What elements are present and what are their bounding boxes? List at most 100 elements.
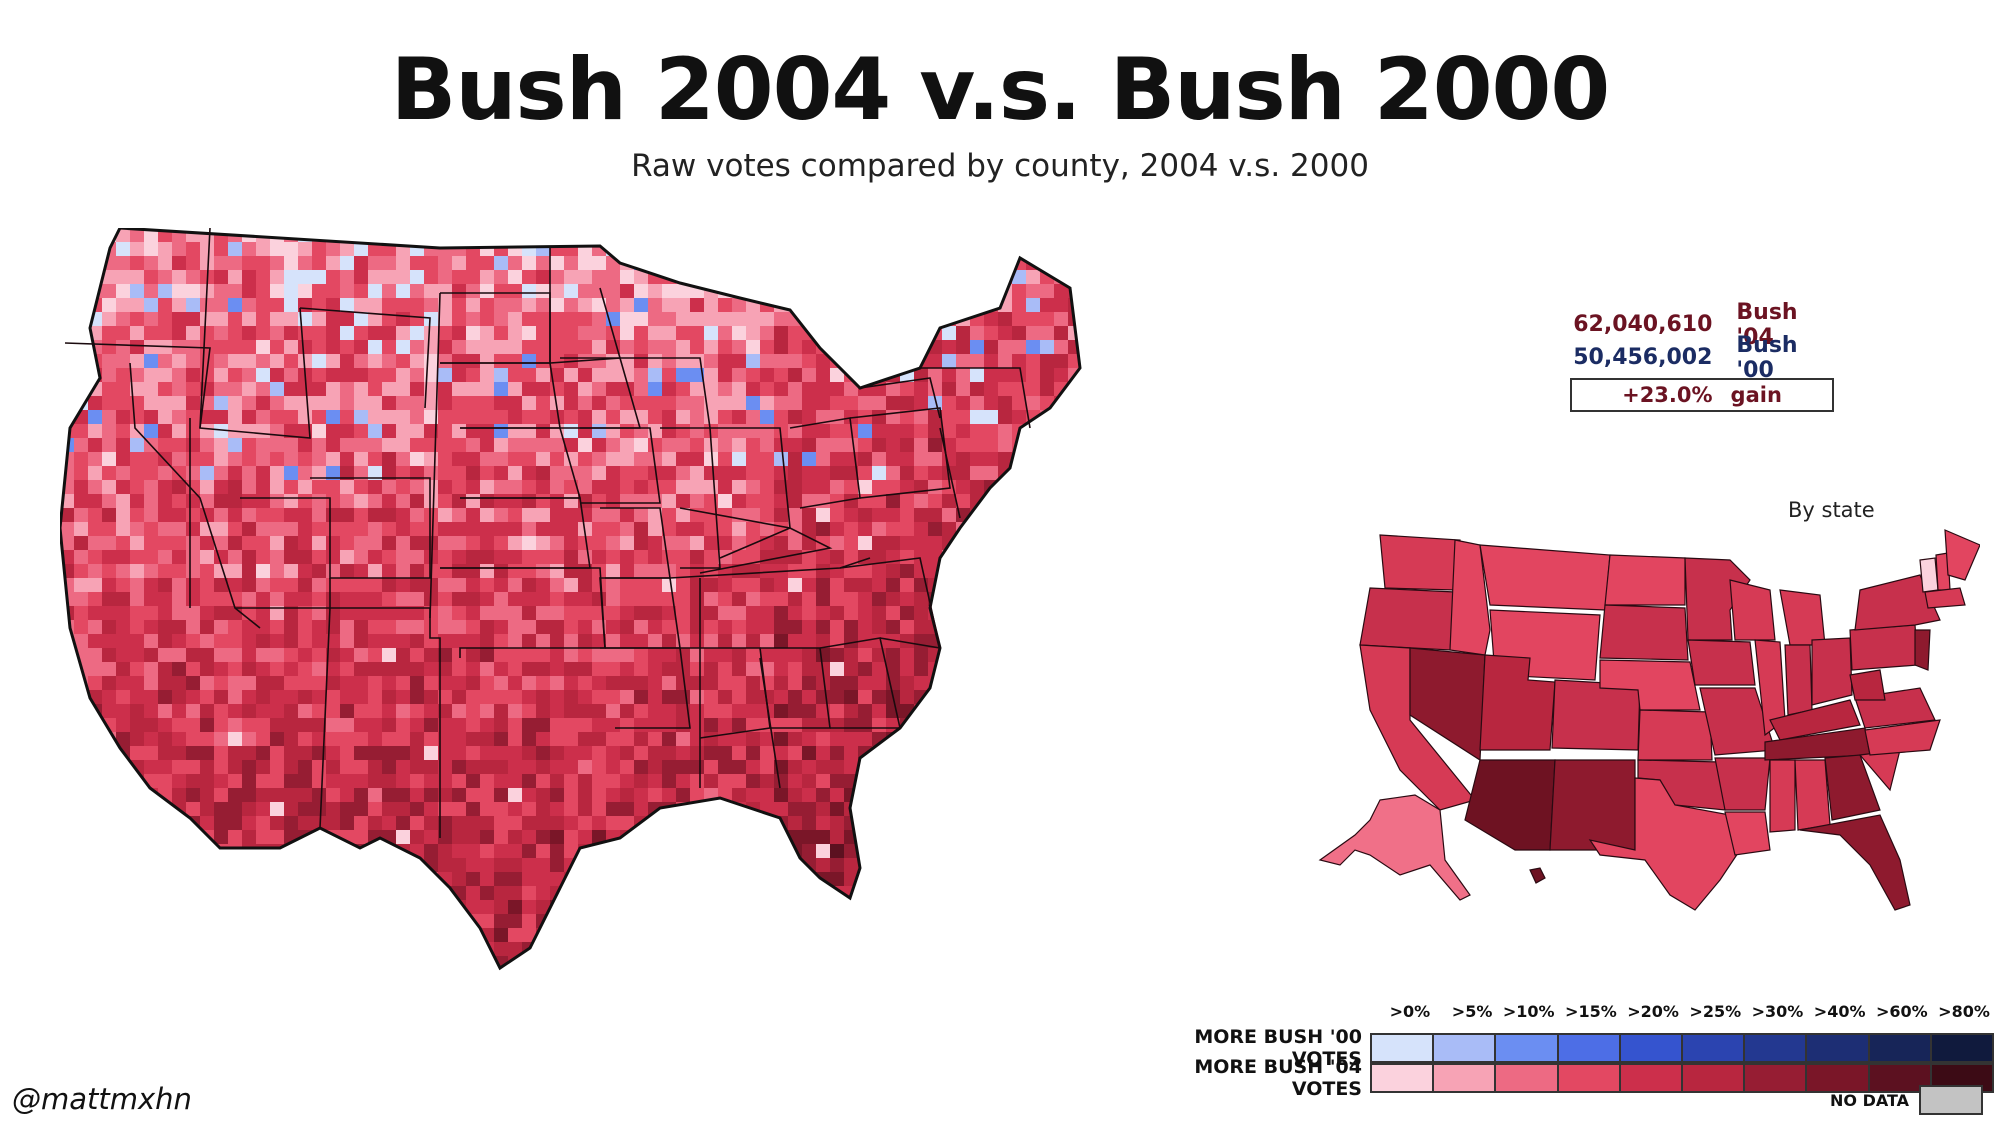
county-cell [634,228,648,242]
county-cell [830,746,844,760]
county-cell [466,270,480,284]
county-cell [900,536,914,550]
legend-swatch-2000 [1620,1035,1683,1061]
county-cell [116,284,130,298]
county-cell [900,816,914,830]
county-cell [158,312,172,326]
county-cell [956,648,970,662]
county-cell [928,802,942,816]
county-cell [704,900,718,914]
county-cell [1096,788,1110,802]
county-cell [60,886,74,900]
county-cell [718,816,732,830]
county-cell [1054,774,1068,788]
county-cell [788,886,802,900]
county-cell [662,900,676,914]
county-cell [312,690,326,704]
county-cell [900,984,914,988]
county-cell [760,508,774,522]
county-cell [410,970,424,984]
county-cell [438,284,452,298]
county-cell [74,536,88,550]
county-cell [1026,368,1040,382]
county-cell [676,928,690,942]
legend-swatch-2000 [1869,1035,1932,1061]
county-cell [494,438,508,452]
county-cell [480,858,494,872]
county-cell [340,900,354,914]
county-cell [830,760,844,774]
county-cell [186,970,200,984]
county-cell [130,872,144,886]
county-cell [1054,830,1068,844]
county-cell [130,256,144,270]
county-cell [172,312,186,326]
county-cell [648,354,662,368]
county-cell [1068,242,1080,256]
county-cell [74,522,88,536]
county-cell [578,732,592,746]
county-cell [676,774,690,788]
county-cell [942,354,956,368]
county-cell [998,424,1012,438]
county-cell [270,242,284,256]
county-cell [914,802,928,816]
county-cell [1096,606,1110,620]
county-cell [914,592,928,606]
county-cell [480,746,494,760]
county-cell [424,830,438,844]
county-cell [326,298,340,312]
county-cell [88,438,102,452]
county-cell [746,928,760,942]
county-cell [760,704,774,718]
county-cell [900,914,914,928]
county-cell [802,760,816,774]
county-cell [1040,956,1054,968]
county-cell [368,578,382,592]
county-cell [970,396,984,410]
county-cell [312,410,326,424]
county-cell [1012,592,1026,606]
county-cell [172,284,186,298]
county-cell [788,774,802,788]
county-cell [508,536,522,550]
state-tx [1588,777,1741,911]
county-cell [928,480,942,494]
county-cell [620,872,634,886]
county-cell [970,746,984,760]
county-cell [956,942,970,956]
county-cell [578,410,592,424]
county-cell [242,662,256,676]
county-cell [466,326,480,340]
county-cell [228,956,242,968]
county-cell [592,396,606,410]
county-cell [396,872,410,886]
county-cell [144,452,158,466]
county-cell [676,648,690,662]
county-cell [438,718,452,732]
county-cell [746,858,760,872]
county-cell [816,592,830,606]
county-cell [382,956,396,968]
county-cell [830,508,844,522]
county-cell [298,970,312,984]
county-cell [928,424,942,438]
state-wi [1729,579,1776,641]
county-cell [186,466,200,480]
county-cell [298,452,312,466]
county-cell [676,368,690,382]
county-cell [844,592,858,606]
county-cell [228,508,242,522]
county-cell [214,354,228,368]
county-cell [1040,382,1054,396]
county-cell [1026,438,1040,452]
county-cell [984,410,998,424]
county-cell [662,676,676,690]
county-cell [354,424,368,438]
county-cell [928,438,942,452]
county-cell [200,802,214,816]
county-cell [550,984,564,988]
county-cell [424,662,438,676]
county-cell [242,984,256,988]
county-cell [998,718,1012,732]
